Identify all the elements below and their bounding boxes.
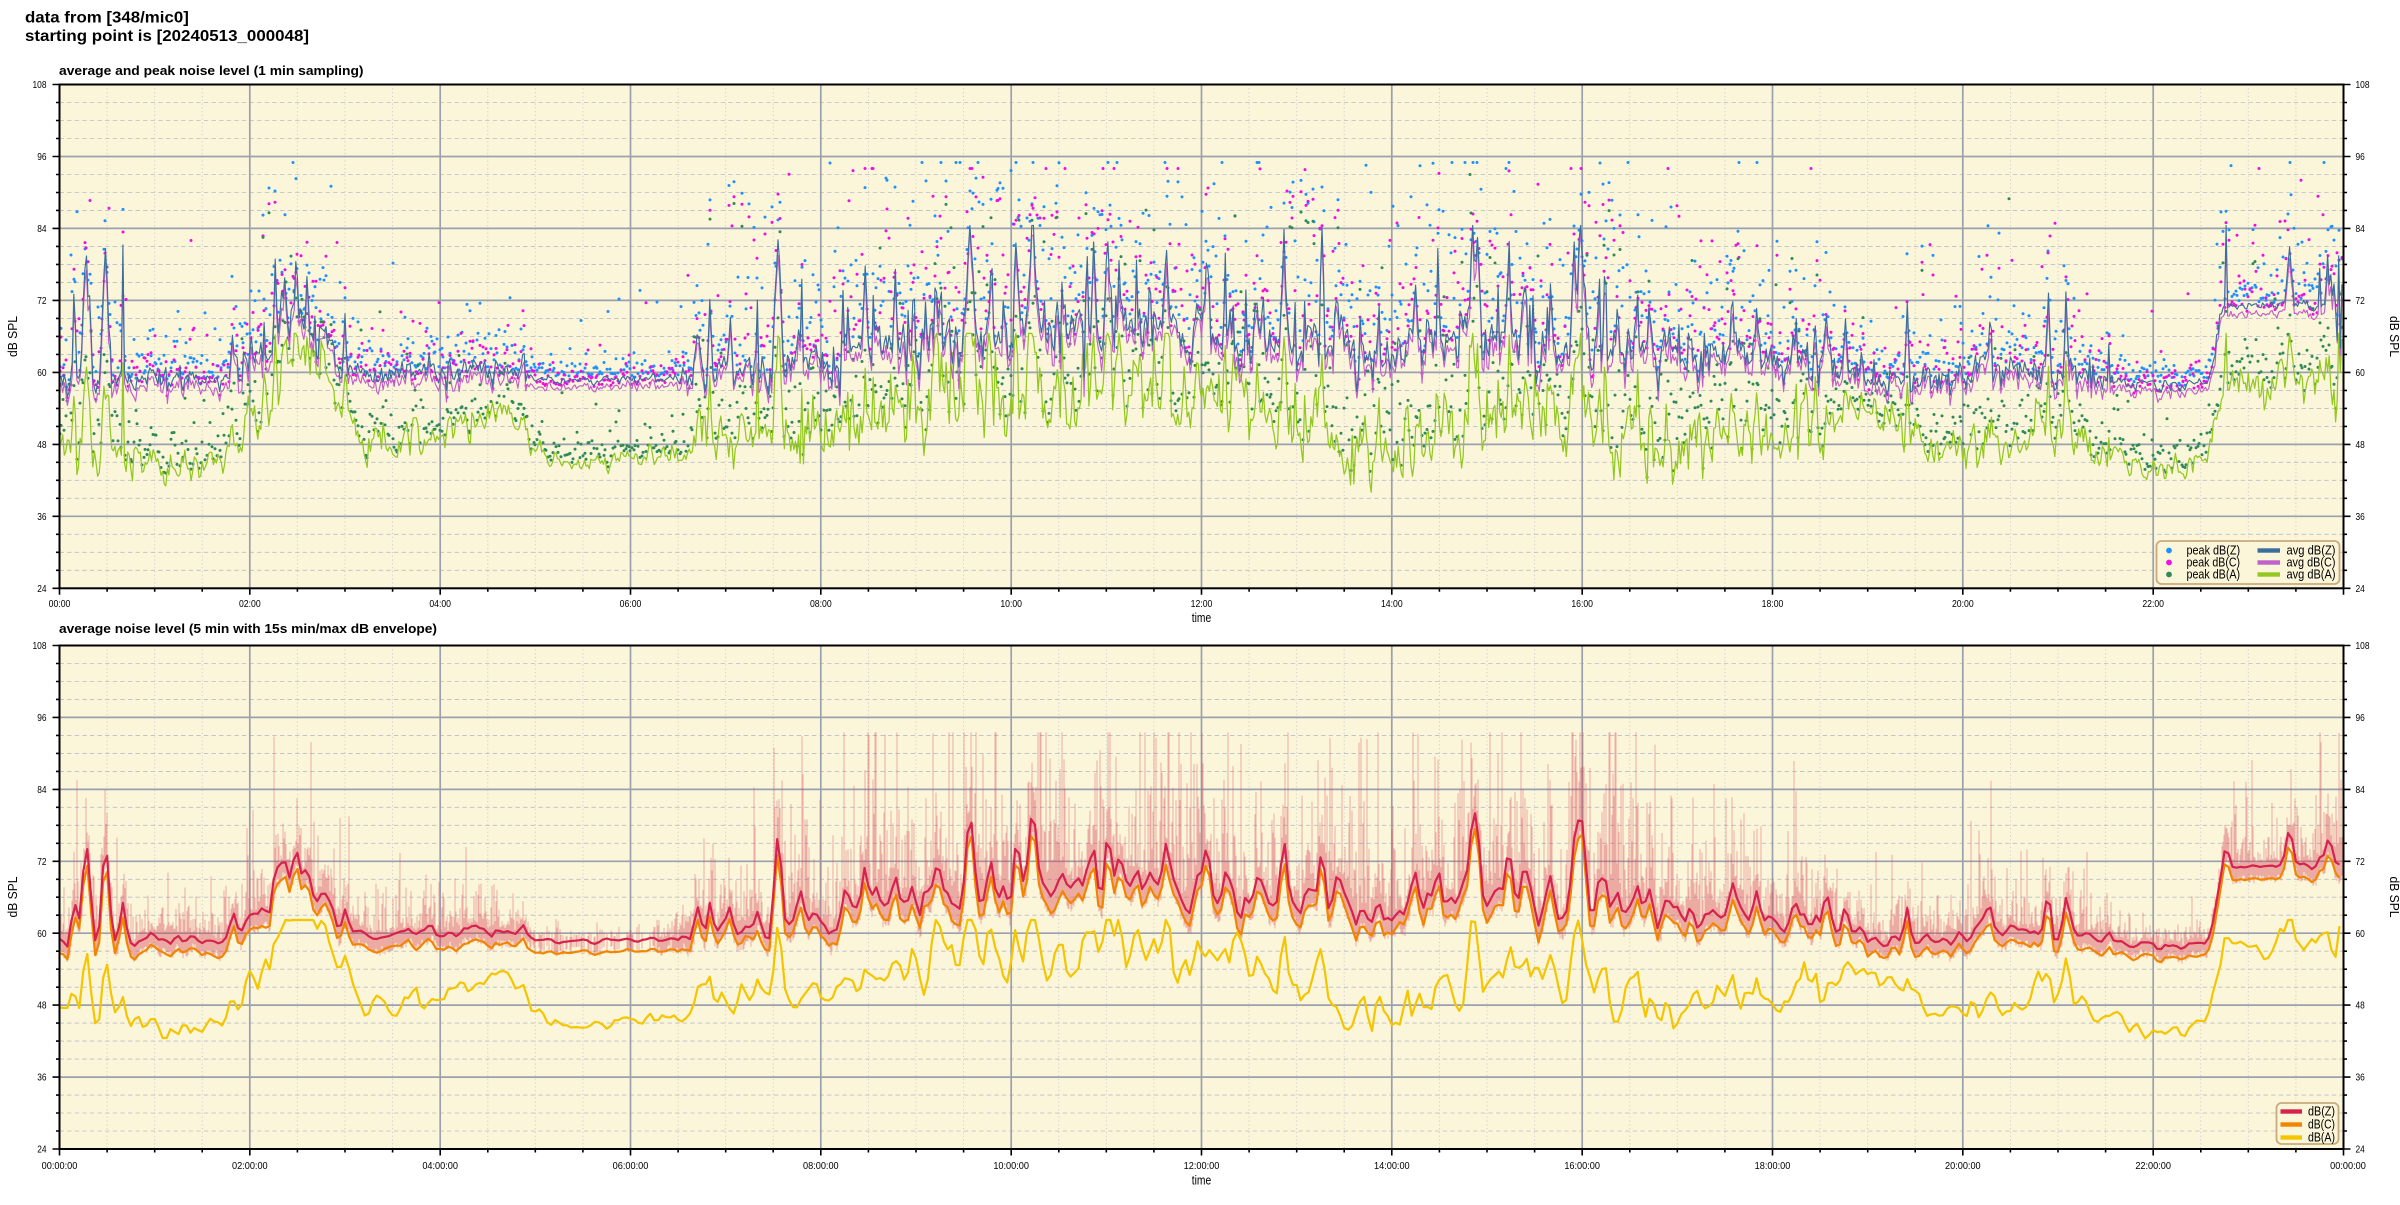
svg-text:06:00:00: 06:00:00: [613, 1161, 649, 1172]
svg-text:36: 36: [2356, 1073, 2366, 1084]
svg-text:48: 48: [37, 440, 47, 451]
svg-text:dB(Z): dB(Z): [2308, 1105, 2335, 1119]
svg-text:48: 48: [2356, 440, 2366, 451]
svg-text:04:00: 04:00: [429, 599, 451, 610]
svg-text:20:00:00: 20:00:00: [1945, 1161, 1981, 1172]
svg-text:96: 96: [37, 152, 47, 163]
svg-text:avg dB(C): avg dB(C): [2287, 556, 2336, 570]
svg-text:72: 72: [2356, 857, 2366, 868]
svg-text:14:00:00: 14:00:00: [1374, 1161, 1410, 1172]
svg-text:10:00:00: 10:00:00: [993, 1161, 1029, 1172]
svg-text:avg dB(A): avg dB(A): [2287, 568, 2336, 582]
svg-text:08:00: 08:00: [810, 599, 832, 610]
svg-text:108: 108: [33, 80, 47, 91]
svg-text:24: 24: [37, 1145, 47, 1156]
svg-text:avg dB(Z): avg dB(Z): [2287, 544, 2336, 558]
svg-text:08:00:00: 08:00:00: [803, 1161, 839, 1172]
svg-text:dB SPL: dB SPL: [2387, 316, 2400, 357]
svg-text:peak dB(A): peak dB(A): [2187, 568, 2241, 582]
svg-text:60: 60: [2356, 929, 2366, 940]
svg-text:peak dB(C): peak dB(C): [2187, 556, 2241, 570]
svg-text:14:00: 14:00: [1381, 599, 1403, 610]
svg-text:16:00: 16:00: [1571, 599, 1593, 610]
svg-text:12:00:00: 12:00:00: [1184, 1161, 1220, 1172]
svg-text:dB(A): dB(A): [2308, 1131, 2335, 1145]
svg-text:60: 60: [37, 929, 47, 940]
svg-text:18:00:00: 18:00:00: [1755, 1161, 1791, 1172]
svg-text:time: time: [1192, 1173, 1211, 1188]
svg-text:06:00: 06:00: [620, 599, 642, 610]
svg-text:36: 36: [2356, 512, 2366, 523]
svg-text:02:00:00: 02:00:00: [232, 1161, 268, 1172]
svg-text:22:00:00: 22:00:00: [2135, 1161, 2171, 1172]
svg-text:108: 108: [2356, 641, 2370, 652]
svg-text:84: 84: [37, 224, 47, 235]
svg-text:peak dB(Z): peak dB(Z): [2187, 544, 2241, 558]
svg-text:04:00:00: 04:00:00: [422, 1161, 458, 1172]
svg-text:12:00: 12:00: [1191, 599, 1213, 610]
svg-text:starting point is [20240513_00: starting point is [20240513_000048]: [25, 28, 309, 45]
svg-text:96: 96: [2356, 713, 2366, 724]
svg-text:84: 84: [2356, 224, 2366, 235]
svg-text:60: 60: [37, 368, 47, 379]
svg-text:10:00: 10:00: [1000, 599, 1022, 610]
svg-text:data from [348/mic0]: data from [348/mic0]: [25, 9, 189, 26]
svg-text:00:00:00: 00:00:00: [42, 1161, 78, 1172]
svg-text:108: 108: [2356, 80, 2370, 91]
svg-text:72: 72: [37, 857, 47, 868]
svg-text:36: 36: [37, 1073, 47, 1084]
svg-text:dB(C): dB(C): [2308, 1118, 2335, 1132]
svg-text:108: 108: [33, 641, 47, 652]
svg-text:average noise level (5 min wit: average noise level (5 min with 15s min/…: [59, 621, 437, 636]
svg-text:22:00: 22:00: [2142, 599, 2164, 610]
svg-text:72: 72: [37, 296, 47, 307]
svg-text:00:00: 00:00: [49, 599, 71, 610]
svg-text:20:00: 20:00: [1952, 599, 1974, 610]
svg-text:96: 96: [2356, 152, 2366, 163]
svg-text:48: 48: [37, 1001, 47, 1012]
svg-text:dB SPL: dB SPL: [5, 316, 20, 357]
svg-text:24: 24: [37, 584, 47, 595]
svg-text:average and peak noise level (: average and peak noise level (1 min samp…: [59, 63, 363, 78]
svg-text:72: 72: [2356, 296, 2366, 307]
svg-text:18:00: 18:00: [1762, 599, 1784, 610]
svg-text:36: 36: [37, 512, 47, 523]
svg-text:84: 84: [2356, 785, 2366, 796]
svg-text:84: 84: [37, 785, 47, 796]
svg-text:24: 24: [2356, 584, 2366, 595]
svg-text:dB SPL: dB SPL: [5, 877, 20, 918]
svg-text:02:00: 02:00: [239, 599, 261, 610]
svg-text:48: 48: [2356, 1001, 2366, 1012]
svg-text:00:00:00: 00:00:00: [2330, 1161, 2366, 1172]
svg-text:96: 96: [37, 713, 47, 724]
svg-text:time: time: [1192, 610, 1211, 625]
svg-text:dB SPL: dB SPL: [2387, 877, 2400, 918]
svg-text:60: 60: [2356, 368, 2366, 379]
svg-text:16:00:00: 16:00:00: [1564, 1161, 1600, 1172]
svg-text:24: 24: [2356, 1145, 2366, 1156]
